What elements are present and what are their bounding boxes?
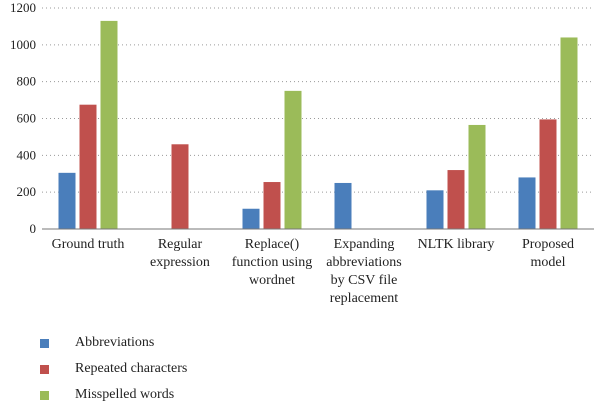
x-category-label-line: model [531, 255, 566, 270]
legend-item-repeated-characters: Repeated characters [40, 356, 187, 382]
y-tick-label: 600 [17, 111, 37, 126]
bar-repeated-characters [447, 170, 465, 229]
x-category-label: NLTK library [418, 237, 495, 252]
legend-label: Abbreviations [75, 335, 155, 350]
bar-misspelled-words [468, 124, 486, 229]
bar-abbreviations [334, 182, 352, 229]
y-tick-label: 1000 [10, 37, 36, 52]
bar-misspelled-words [100, 20, 118, 230]
y-tick-label: 200 [17, 184, 37, 199]
bar-repeated-characters [79, 104, 97, 229]
x-category-label-line: NLTK library [418, 237, 495, 252]
x-category-label: Regular expression [150, 237, 210, 270]
bar-abbreviations [426, 190, 444, 229]
y-axis: 0 200 400 600 800 1000 1200 [10, 0, 36, 236]
x-category-label-line: function using [232, 255, 313, 270]
bar-chart: 0 200 400 600 800 1000 1200 Ground truth Regula… [10, 0, 594, 306]
x-category-label: Replace() function using wordnet [232, 237, 313, 288]
x-axis: Ground truth Regular expression Replace() fu… [42, 228, 594, 306]
y-tick-label: 1200 [10, 0, 36, 15]
y-tick-label: 0 [30, 221, 37, 236]
legend-item-abbreviations: Abbreviations [40, 330, 187, 356]
legend-item-misspelled-words: Misspelled words [40, 382, 187, 408]
y-tick-label: 400 [17, 147, 37, 162]
grid-lines [42, 7, 594, 193]
bar-repeated-characters [539, 119, 557, 229]
legend-swatch-misspelled-words [40, 390, 49, 400]
bar-abbreviations [518, 177, 536, 229]
bar-repeated-characters [263, 182, 281, 229]
x-category-label-line: by CSV file [331, 273, 398, 288]
legend-label: Repeated characters [75, 361, 188, 376]
legend-swatch-abbreviations [40, 338, 49, 348]
bar-misspelled-words [284, 90, 302, 229]
bar-misspelled-words [560, 37, 578, 229]
x-category-label-line: Regular [158, 237, 203, 252]
x-category-label: Ground truth [52, 237, 125, 252]
bar-abbreviations [58, 172, 76, 229]
x-category-label-line: expression [150, 255, 210, 270]
x-category-label-line: Expanding [334, 237, 395, 252]
x-category-label-line: Replace() [245, 237, 300, 252]
x-category-label: Expanding abbreviations by CSV file replace… [326, 237, 401, 306]
x-category-label-line: Ground truth [52, 237, 125, 252]
legend-label: Misspelled words [75, 387, 175, 402]
legend-swatch-repeated-characters [40, 364, 49, 374]
bar-abbreviations [242, 208, 260, 229]
y-tick-label: 800 [17, 74, 37, 89]
legend: Abbreviations Repeated characters Misspe… [40, 330, 187, 408]
bars [58, 20, 578, 230]
x-category-label-line: Proposed [522, 237, 574, 252]
x-category-label-line: abbreviations [326, 255, 401, 270]
bar-repeated-characters [171, 144, 189, 229]
x-category-label-line: wordnet [249, 273, 295, 288]
x-category-label-line: replacement [330, 291, 399, 306]
x-category-label: Proposed model [522, 237, 574, 270]
